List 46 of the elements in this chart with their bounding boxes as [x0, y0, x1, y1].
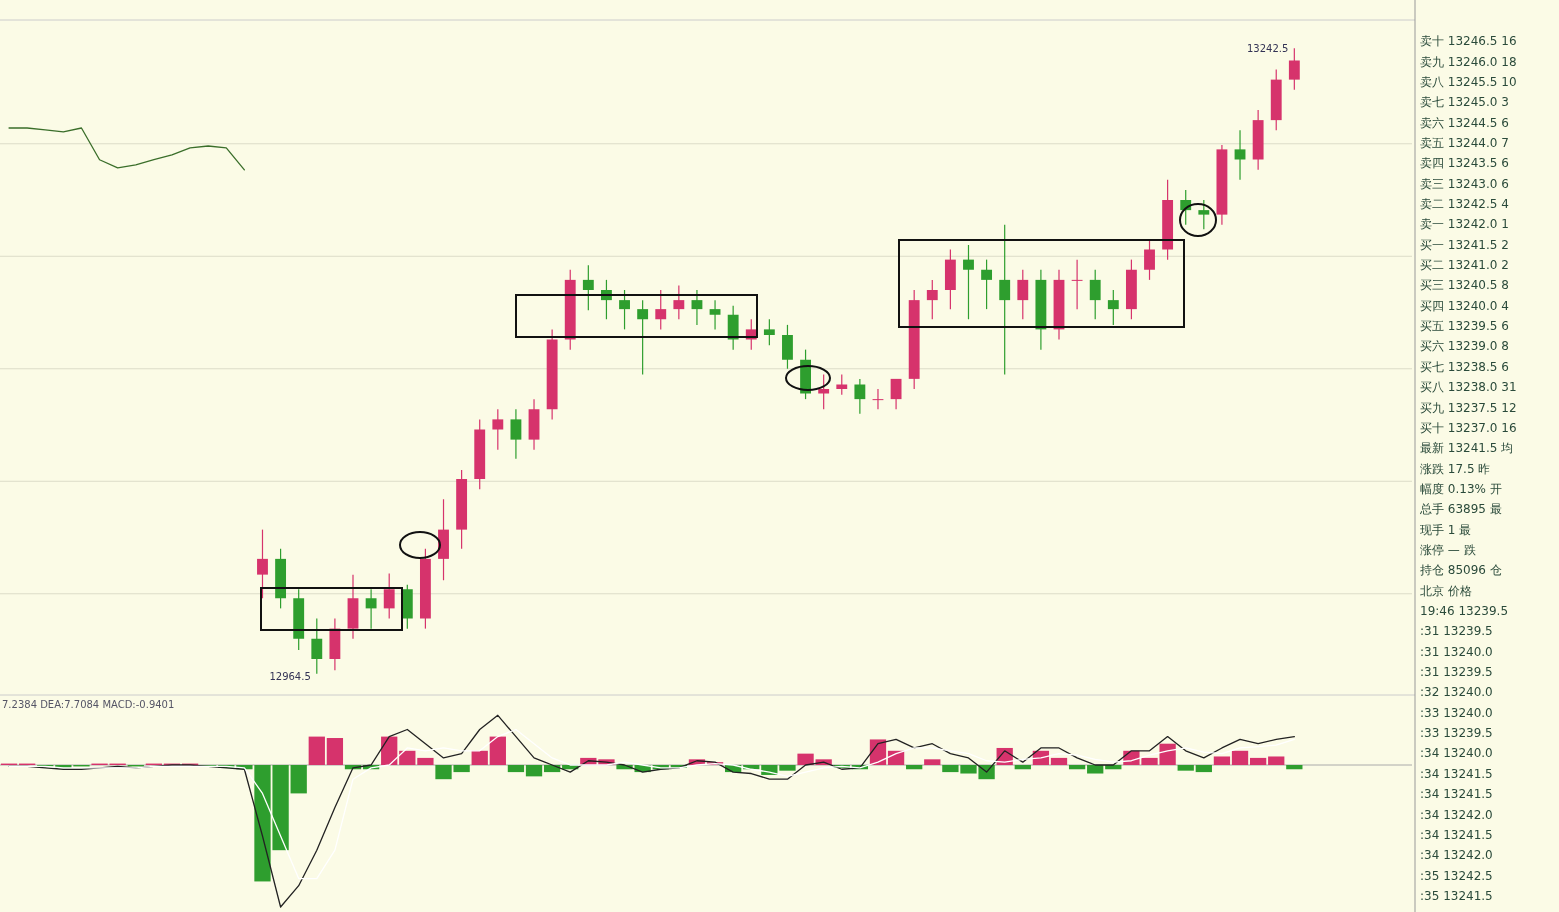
text: 买九 13237.5 12 — [1420, 400, 1517, 415]
text: :31 13239.5 — [1420, 665, 1493, 680]
text: 卖四 13243.5 6 — [1420, 156, 1509, 171]
text: 卖七 13245.0 3 — [1420, 95, 1509, 110]
text: 总手 63895 最 — [1419, 502, 1502, 517]
text: :32 13240.0 — [1420, 685, 1493, 700]
text: 最新 13241.5 均 — [1420, 441, 1514, 456]
text: 幅度 0.13% 开 — [1420, 481, 1502, 496]
text: 卖三 13243.0 6 — [1420, 176, 1509, 191]
text: :34 13241.5 — [1420, 787, 1493, 802]
text: :34 13242.0 — [1420, 848, 1493, 863]
text: 持仓 85096 仓 — [1420, 563, 1502, 578]
text: 卖九 13246.0 18 — [1420, 54, 1517, 69]
text: :31 13239.5 — [1420, 624, 1493, 639]
text: 买五 13239.5 6 — [1420, 319, 1509, 334]
text: :35 13241.5 — [1420, 888, 1493, 903]
text: 买七 13238.5 6 — [1420, 359, 1509, 374]
annotation: 12964.5 — [269, 670, 311, 682]
text: 卖十 13246.5 16 — [1420, 34, 1517, 49]
text: 北京 价格 — [1420, 583, 1472, 598]
text: 卖五 13244.0 7 — [1420, 136, 1509, 151]
text: 卖二 13242.5 4 — [1420, 197, 1509, 212]
text: 买六 13239.0 8 — [1420, 339, 1509, 354]
text: :34 13240.0 — [1420, 746, 1493, 761]
text: :34 13242.0 — [1420, 807, 1493, 822]
text: 19:46 13239.5 — [1420, 604, 1509, 619]
text: :34 13241.5 — [1420, 827, 1493, 842]
text: 7.2384 DEA:7.7084 MACD:-0.9401 — [2, 699, 175, 710]
text: :33 13240.0 — [1420, 705, 1493, 720]
text: 买四 13240.0 4 — [1420, 298, 1509, 313]
text: :34 13241.5 — [1420, 766, 1493, 781]
text: 买十 13237.0 16 — [1420, 420, 1517, 435]
text: :31 13240.0 — [1420, 644, 1493, 659]
text: 现手 1 最 — [1420, 522, 1472, 537]
text: 卖六 13244.5 6 — [1420, 115, 1509, 130]
text: 涨跌 17.5 昨 — [1420, 461, 1491, 476]
text: 卖八 13245.5 10 — [1420, 74, 1517, 89]
text: 买一 13241.5 2 — [1420, 237, 1509, 252]
annotation: 13242.5 — [1246, 43, 1289, 55]
text: :33 13239.5 — [1420, 726, 1493, 741]
text: 买八 13238.0 31 — [1420, 380, 1517, 395]
text: 涨停 — 跌 — [1420, 542, 1476, 557]
text: 买二 13241.0 2 — [1420, 258, 1509, 273]
text: 卖一 13242.0 1 — [1420, 217, 1509, 232]
text: :35 13242.5 — [1420, 868, 1493, 883]
text: 买三 13240.5 8 — [1420, 278, 1509, 293]
